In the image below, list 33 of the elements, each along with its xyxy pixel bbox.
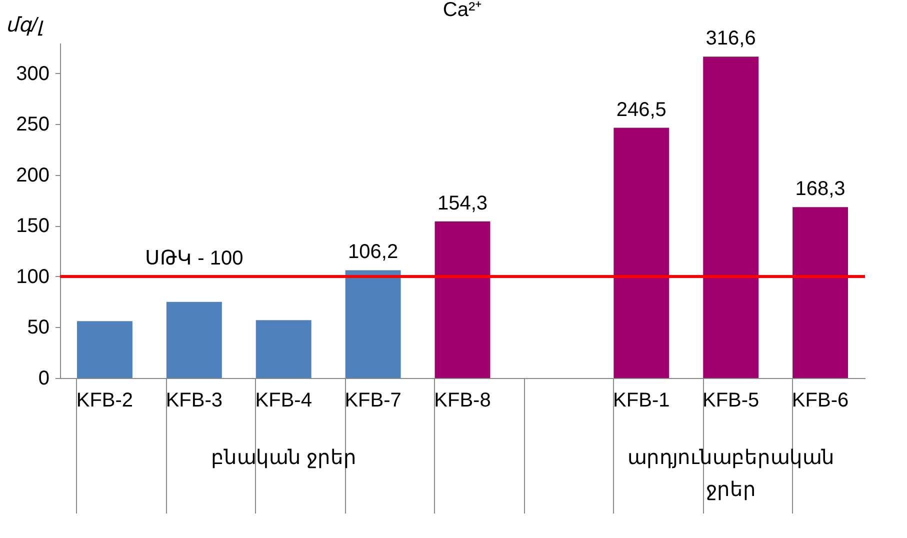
data-label: 168,3 bbox=[795, 178, 846, 200]
bar bbox=[703, 56, 759, 378]
data-label: 316,6 bbox=[706, 28, 756, 50]
bar bbox=[166, 302, 222, 378]
x-tick-label: KFB-2 bbox=[76, 390, 134, 412]
x-tick-label: KFB-5 bbox=[702, 390, 760, 412]
bar bbox=[434, 221, 490, 378]
data-label: 106,2 bbox=[348, 241, 398, 264]
x-tick-label: KFB-6 bbox=[792, 390, 849, 412]
x-tick-label: KFB-1 bbox=[613, 390, 670, 412]
x-tick-label: KFB-3 bbox=[166, 390, 223, 412]
data-label: 154,3 bbox=[437, 192, 488, 214]
chart-title: Ca²⁺ bbox=[442, 0, 482, 21]
text: արդյունաբերական ջրեր bbox=[627, 447, 834, 501]
y-tick-label: 200 bbox=[16, 164, 50, 186]
y-tick-label: 0 bbox=[38, 368, 50, 390]
data-label: 246,5 bbox=[616, 98, 666, 121]
y-tick-label: 100 bbox=[16, 266, 50, 288]
ref-line-label: ՍԹԿ - 100 bbox=[145, 247, 244, 270]
text: բնական ջրեր bbox=[210, 447, 356, 469]
x-tick-label: KFB-7 bbox=[344, 390, 402, 412]
y-tick-label: 300 bbox=[16, 62, 50, 85]
y-tick-label: 50 bbox=[27, 316, 50, 339]
y-axis-title: մգ/լ bbox=[6, 14, 44, 36]
bar bbox=[345, 270, 401, 378]
x-tick-label: KFB-8 bbox=[434, 390, 491, 412]
bar bbox=[256, 320, 312, 378]
y-tick-label: 250 bbox=[16, 114, 50, 136]
bar bbox=[614, 128, 670, 378]
bar bbox=[792, 207, 848, 378]
bar bbox=[76, 321, 132, 378]
x-tick-label: KFB-4 bbox=[255, 390, 312, 412]
y-tick-label: 150 bbox=[16, 215, 50, 238]
